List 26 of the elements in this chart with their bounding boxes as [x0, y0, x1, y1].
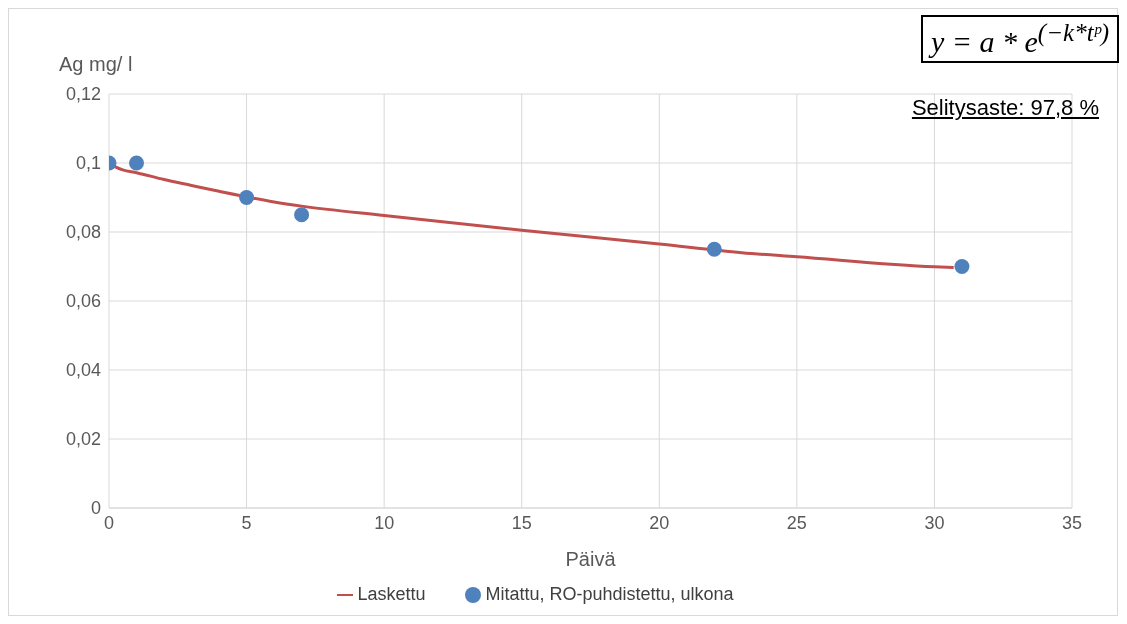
x-tick-label: 5: [241, 512, 252, 533]
legend-label: Laskettu: [357, 584, 426, 604]
point: [294, 207, 310, 223]
x-tick-label: 0: [103, 512, 115, 533]
text: y = a * e$^{(−k*tᵖ)}$: [920, 15, 1119, 63]
x-tick-label: 10: [374, 512, 395, 533]
y-tick-label: 0: [90, 498, 101, 519]
annotation: Selitysaste: 97,8 %: [911, 95, 1099, 121]
point: [706, 241, 722, 257]
y-axis-title: Ag mg/ l: [59, 53, 133, 76]
point: [129, 155, 145, 171]
x-tick-label: 15: [511, 512, 532, 533]
point: [954, 259, 970, 274]
legend-label: Mitattu, RO-puhdistettu, ulkona: [485, 584, 734, 604]
x-tick-label: 35: [1061, 512, 1083, 533]
y-tick-label: 0,06: [65, 291, 101, 312]
y-tick-label: 0,1: [75, 153, 101, 174]
x-axis-title: Päivä: [565, 548, 617, 570]
y-tick-label: 0,12: [65, 84, 101, 105]
y-tick-label: 0,02: [65, 429, 101, 450]
y-tick-label: 0,04: [65, 360, 101, 381]
x-tick-label: 25: [786, 512, 807, 533]
point: [239, 190, 255, 205]
y-tick-label: 0,08: [65, 222, 101, 243]
x-tick-label: 20: [649, 512, 670, 533]
x-tick-label: 30: [924, 512, 945, 533]
